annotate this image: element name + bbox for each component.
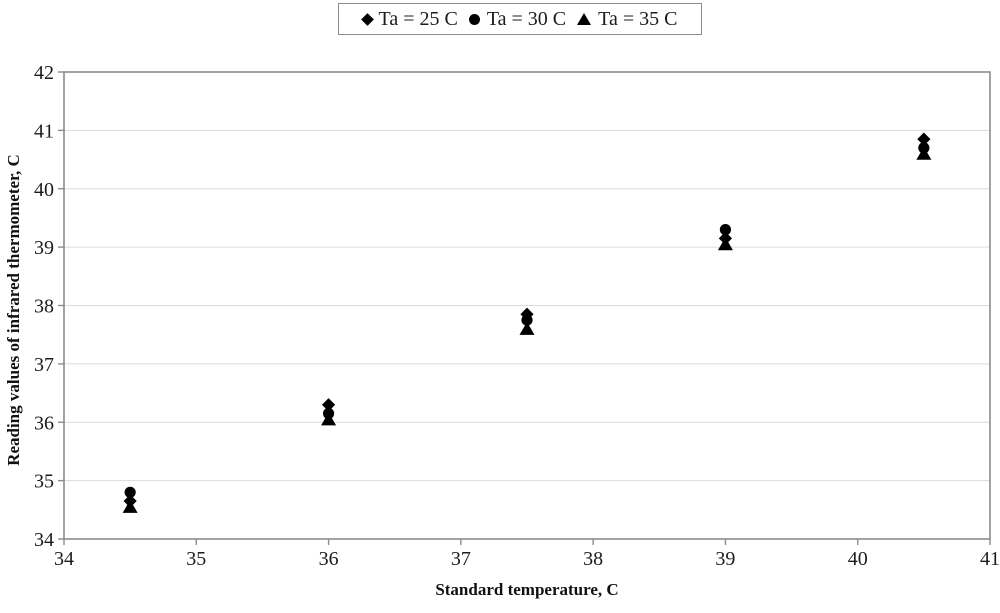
legend-label-ta30: Ta = 30 C bbox=[486, 7, 567, 30]
x-tick-label-38: 38 bbox=[583, 548, 603, 570]
legend-label-ta25: Ta = 25 C bbox=[378, 7, 458, 30]
y-tick-label-42: 42 bbox=[34, 62, 54, 84]
y-tick-label-39: 39 bbox=[34, 237, 54, 259]
x-tick-label-37: 37 bbox=[451, 548, 471, 570]
y-tick-label-40: 40 bbox=[34, 179, 54, 201]
x-tick-label-39: 39 bbox=[715, 548, 735, 570]
legend-item-ta30: Ta = 30 C bbox=[468, 7, 567, 31]
data-point-series1-0 bbox=[124, 486, 136, 498]
triangle-marker-icon bbox=[577, 13, 592, 25]
y-tick-label-36: 36 bbox=[34, 412, 54, 434]
data-point-series2-2 bbox=[519, 321, 535, 335]
circle-marker-icon bbox=[468, 13, 480, 25]
x-tick-label-36: 36 bbox=[319, 548, 339, 570]
x-axis-title: Standard temperature, C bbox=[435, 580, 619, 599]
data-point-series2-0 bbox=[122, 499, 138, 513]
data-point-series0-4 bbox=[917, 132, 931, 146]
y-tick-label-38: 38 bbox=[34, 296, 54, 318]
data-point-series2-4 bbox=[916, 146, 932, 160]
data-point-series2-1 bbox=[321, 412, 337, 426]
y-tick-label-35: 35 bbox=[34, 471, 54, 493]
y-tick-label-37: 37 bbox=[34, 354, 54, 376]
data-point-series2-3 bbox=[717, 237, 733, 251]
y-tick-label-41: 41 bbox=[34, 120, 54, 142]
data-point-series0-1 bbox=[321, 398, 336, 412]
data-point-series1-2 bbox=[521, 314, 533, 326]
x-tick-label-40: 40 bbox=[848, 548, 868, 570]
y-tick-label-34: 34 bbox=[34, 529, 54, 551]
x-tick-label-35: 35 bbox=[186, 548, 206, 570]
legend-item-ta35: Ta = 35 C bbox=[577, 8, 677, 31]
diamond-marker-icon bbox=[360, 12, 374, 26]
x-tick-label-41: 41 bbox=[980, 548, 1000, 570]
x-tick-label-34: 34 bbox=[54, 548, 74, 570]
data-point-series1-3 bbox=[719, 224, 732, 236]
y-axis-title: Reading values of infrared thermometer, … bbox=[4, 154, 23, 466]
legend-label-ta35: Ta = 35 C bbox=[598, 7, 678, 30]
legend-item-ta25: Ta = 25 C bbox=[360, 7, 458, 31]
data-point-series0-2 bbox=[520, 307, 534, 321]
chart-legend: Ta = 25 C Ta = 30 C Ta = 35 C bbox=[338, 3, 702, 35]
